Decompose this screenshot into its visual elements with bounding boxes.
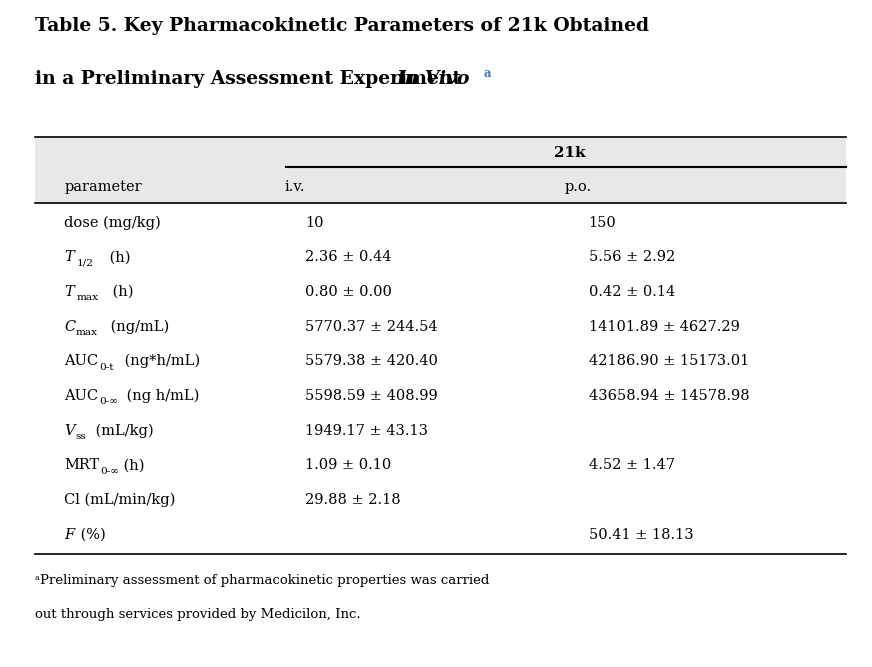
Text: 0-∞: 0-∞ <box>99 398 118 406</box>
Text: AUC: AUC <box>65 389 99 403</box>
Text: 5.56 ± 2.92: 5.56 ± 2.92 <box>589 250 675 264</box>
Text: 29.88 ± 2.18: 29.88 ± 2.18 <box>305 493 400 507</box>
Text: 5598.59 ± 408.99: 5598.59 ± 408.99 <box>305 389 438 403</box>
Text: 21k: 21k <box>555 147 586 160</box>
Text: 4.52 ± 1.47: 4.52 ± 1.47 <box>589 458 675 472</box>
Bar <box>35 137 846 203</box>
Text: (ng h/mL): (ng h/mL) <box>122 389 199 403</box>
Text: 1/2: 1/2 <box>77 259 93 267</box>
Text: 0.80 ± 0.00: 0.80 ± 0.00 <box>305 285 392 299</box>
Text: In Vivo: In Vivo <box>397 70 470 88</box>
Text: (ng*h/mL): (ng*h/mL) <box>120 354 200 368</box>
Text: (ng/mL): (ng/mL) <box>106 319 169 334</box>
Text: 2.36 ± 0.44: 2.36 ± 0.44 <box>305 250 392 264</box>
Text: max: max <box>76 328 98 337</box>
Text: 0-∞: 0-∞ <box>100 467 119 476</box>
Text: V: V <box>65 424 75 438</box>
Text: max: max <box>77 293 99 302</box>
Text: a: a <box>484 67 492 79</box>
Text: 1949.17 ± 43.13: 1949.17 ± 43.13 <box>305 424 428 438</box>
Text: (mL/kg): (mL/kg) <box>92 424 153 438</box>
Text: F: F <box>65 528 74 542</box>
Text: 1.09 ± 0.10: 1.09 ± 0.10 <box>305 458 392 472</box>
Text: 0.42 ± 0.14: 0.42 ± 0.14 <box>589 285 675 299</box>
Text: 42186.90 ± 15173.01: 42186.90 ± 15173.01 <box>589 354 749 368</box>
Text: (h): (h) <box>119 458 145 472</box>
Text: p.o.: p.o. <box>565 180 592 193</box>
Text: 150: 150 <box>589 215 617 229</box>
Text: Table 5. Key Pharmacokinetic Parameters of 21k Obtained: Table 5. Key Pharmacokinetic Parameters … <box>35 17 649 35</box>
Text: Cl (mL/min/kg): Cl (mL/min/kg) <box>65 493 175 507</box>
Text: (h): (h) <box>108 285 133 299</box>
Text: T: T <box>65 285 74 299</box>
Text: 43658.94 ± 14578.98: 43658.94 ± 14578.98 <box>589 389 749 403</box>
Text: i.v.: i.v. <box>284 180 304 193</box>
Text: 14101.89 ± 4627.29: 14101.89 ± 4627.29 <box>589 319 739 334</box>
Text: parameter: parameter <box>65 180 142 193</box>
Text: 0-t: 0-t <box>99 363 113 372</box>
Text: dose (mg/kg): dose (mg/kg) <box>65 215 161 229</box>
Text: (%): (%) <box>76 528 106 542</box>
Text: T: T <box>65 250 74 264</box>
Text: MRT: MRT <box>65 458 99 472</box>
Text: ᵃPreliminary assessment of pharmacokinetic properties was carried: ᵃPreliminary assessment of pharmacokinet… <box>35 574 489 587</box>
Text: in a Preliminary Assessment Experiment: in a Preliminary Assessment Experiment <box>35 70 467 88</box>
Text: 10: 10 <box>305 215 324 229</box>
Text: out through services provided by Medicilon, Inc.: out through services provided by Medicil… <box>35 608 360 622</box>
Text: 50.41 ± 18.13: 50.41 ± 18.13 <box>589 528 693 542</box>
Text: (h): (h) <box>106 250 131 264</box>
Text: ss: ss <box>76 432 86 441</box>
Text: 5579.38 ± 420.40: 5579.38 ± 420.40 <box>305 354 438 368</box>
Text: AUC: AUC <box>65 354 99 368</box>
Text: 5770.37 ± 244.54: 5770.37 ± 244.54 <box>305 319 438 334</box>
Text: C: C <box>65 319 76 334</box>
